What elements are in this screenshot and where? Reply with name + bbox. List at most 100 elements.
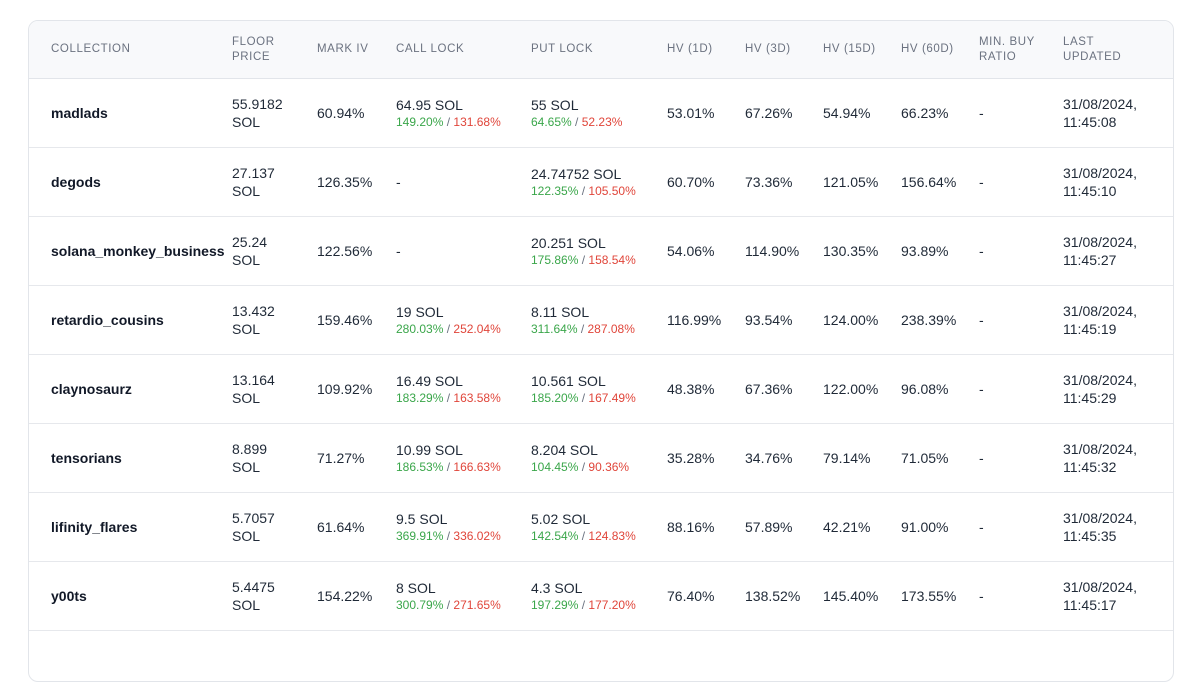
collection-name[interactable]: y00ts bbox=[51, 562, 241, 630]
mark-iv-value: 61.64% bbox=[317, 519, 365, 535]
header-floor-price[interactable]: FLOOR PRICE bbox=[232, 21, 302, 78]
header-put-lock[interactable]: PUT LOCK bbox=[531, 21, 656, 78]
put-lock-ratios: 185.20% / 167.49% bbox=[531, 391, 656, 406]
last-updated-line1: 31/08/2024, bbox=[1063, 234, 1137, 250]
table-row[interactable]: solana_monkey_business 25.24 SOL 122.56% - 20… bbox=[29, 217, 1173, 286]
last-updated-line2: 11:45:19 bbox=[1063, 321, 1117, 337]
mark-iv: 154.22% bbox=[317, 562, 387, 630]
hv-1d-value: 53.01% bbox=[667, 105, 715, 121]
hv-3d: 73.36% bbox=[745, 148, 815, 216]
mark-iv-value: 122.56% bbox=[317, 243, 373, 259]
collection-name[interactable]: tensorians bbox=[51, 424, 241, 492]
header-last-updated[interactable]: LAST UPDATED bbox=[1063, 21, 1163, 78]
collection-name-value: y00ts bbox=[51, 588, 87, 604]
min-buy-ratio: - bbox=[979, 562, 1049, 630]
call-lock-ratio-positive: 369.91% bbox=[396, 529, 444, 543]
table-row[interactable]: lifinity_flares 5.7057 SOL 61.64% 9.5 SOL 369… bbox=[29, 493, 1173, 562]
put-lock-amount: 5.02 SOL bbox=[531, 511, 591, 527]
floor-price-line2: SOL bbox=[232, 528, 261, 544]
last-updated-line1: 31/08/2024, bbox=[1063, 165, 1137, 181]
hv-60d: 91.00% bbox=[901, 493, 971, 561]
last-updated-line1: 31/08/2024, bbox=[1063, 579, 1137, 595]
mark-iv-value: 126.35% bbox=[317, 174, 373, 190]
floor-price: 27.137 SOL bbox=[232, 148, 302, 216]
min-buy-ratio-value: - bbox=[979, 450, 984, 466]
floor-price-line1: 5.7057 bbox=[232, 510, 275, 526]
call-lock-ratio-positive: 183.29% bbox=[396, 391, 444, 405]
put-lock-ratios: 104.45% / 90.36% bbox=[531, 460, 656, 475]
collection-name[interactable]: degods bbox=[51, 148, 241, 216]
header-call-lock[interactable]: CALL LOCK bbox=[396, 21, 521, 78]
put-lock: 55 SOL 64.65% / 52.23% bbox=[531, 79, 656, 147]
hv-60d-value: 71.05% bbox=[901, 450, 949, 466]
floor-price-line2: SOL bbox=[232, 459, 261, 475]
hv-3d-value: 67.36% bbox=[745, 381, 793, 397]
hv-15d-value: 124.00% bbox=[823, 312, 879, 328]
min-buy-ratio: - bbox=[979, 148, 1049, 216]
put-lock-amount: 24.74752 SOL bbox=[531, 166, 622, 182]
hv-15d: 124.00% bbox=[823, 286, 893, 354]
put-lock-amount: 20.251 SOL bbox=[531, 235, 606, 251]
header-min-buy-ratio[interactable]: MIN. BUY RATIO bbox=[979, 21, 1049, 78]
mark-iv-value: 109.92% bbox=[317, 381, 373, 397]
min-buy-ratio: - bbox=[979, 493, 1049, 561]
call-lock-ratio-positive: 280.03% bbox=[396, 322, 444, 336]
put-lock-ratio-negative: 90.36% bbox=[588, 460, 630, 474]
floor-price-line2: SOL bbox=[232, 597, 261, 613]
hv-1d-value: 116.99% bbox=[667, 312, 722, 328]
put-lock-ratios: 311.64% / 287.08% bbox=[531, 322, 656, 337]
hv-1d-value: 35.28% bbox=[667, 450, 715, 466]
hv-3d: 114.90% bbox=[745, 217, 815, 285]
floor-price-line1: 13.164 bbox=[232, 372, 275, 388]
put-lock-ratio-positive: 185.20% bbox=[531, 391, 579, 405]
table-row[interactable]: degods 27.137 SOL 126.35% - 24.74752 SOL 122.3… bbox=[29, 148, 1173, 217]
mark-iv: 71.27% bbox=[317, 424, 387, 492]
header-mark-iv[interactable]: MARK IV bbox=[317, 21, 387, 78]
call-lock: - bbox=[396, 148, 521, 216]
header-put-lock-label: PUT LOCK bbox=[531, 43, 594, 55]
header-collection[interactable]: COLLECTION bbox=[51, 21, 241, 78]
collection-name-value: degods bbox=[51, 174, 101, 190]
table-row[interactable]: tensorians 8.899 SOL 71.27% 10.99 SOL 186.53%… bbox=[29, 424, 1173, 493]
call-lock: 8 SOL 300.79% / 271.65% bbox=[396, 562, 521, 630]
hv-1d-value: 48.38% bbox=[667, 381, 715, 397]
call-lock-amount: 19 SOL bbox=[396, 304, 444, 320]
header-hv-15d[interactable]: HV (15D) bbox=[823, 21, 893, 78]
last-updated-line2: 11:45:08 bbox=[1063, 114, 1117, 130]
collection-name[interactable]: lifinity_flares bbox=[51, 493, 241, 561]
call-lock-ratios: 183.29% / 163.58% bbox=[396, 391, 521, 406]
last-updated: 31/08/2024, 11:45:10 bbox=[1063, 148, 1163, 216]
put-lock-ratio-negative: 52.23% bbox=[581, 115, 623, 129]
put-lock: 4.3 SOL 197.29% / 177.20% bbox=[531, 562, 656, 630]
last-updated-line2: 11:45:32 bbox=[1063, 459, 1117, 475]
put-lock: 8.11 SOL 311.64% / 287.08% bbox=[531, 286, 656, 354]
put-lock: 5.02 SOL 142.54% / 124.83% bbox=[531, 493, 656, 561]
header-hv-1d[interactable]: HV (1D) bbox=[667, 21, 737, 78]
call-lock-ratio-negative: 252.04% bbox=[453, 322, 501, 336]
min-buy-ratio-value: - bbox=[979, 312, 984, 328]
collection-name[interactable]: claynosaurz bbox=[51, 355, 241, 423]
table-row[interactable]: claynosaurz 13.164 SOL 109.92% 16.49 SOL 183.… bbox=[29, 355, 1173, 424]
hv-1d-value: 76.40% bbox=[667, 588, 715, 604]
collection-name[interactable]: solana_monkey_business bbox=[51, 217, 241, 285]
hv-15d: 79.14% bbox=[823, 424, 893, 492]
ratio-separator: / bbox=[578, 598, 589, 612]
collections-table: COLLECTION FLOOR PRICE MARK IV CALL LOCK… bbox=[28, 20, 1174, 682]
hv-1d-value: 88.16% bbox=[667, 519, 715, 535]
hv-15d-value: 145.40% bbox=[823, 588, 879, 604]
collection-name[interactable]: madlads bbox=[51, 79, 241, 147]
table-row[interactable] bbox=[29, 631, 1173, 681]
table-row[interactable]: y00ts 5.4475 SOL 154.22% 8 SOL 300.79% / 271.… bbox=[29, 562, 1173, 631]
header-hv-60d[interactable]: HV (60D) bbox=[901, 21, 971, 78]
table-row[interactable]: retardio_cousins 13.432 SOL 159.46% 19 SOL 28… bbox=[29, 286, 1173, 355]
collection-name[interactable]: retardio_cousins bbox=[51, 286, 241, 354]
header-hv-3d[interactable]: HV (3D) bbox=[745, 21, 815, 78]
last-updated: 31/08/2024, 11:45:35 bbox=[1063, 493, 1163, 561]
last-updated-line1: 31/08/2024, bbox=[1063, 441, 1137, 457]
table-row[interactable]: madlads 55.9182 SOL 60.94% 64.95 SOL 149.20% … bbox=[29, 79, 1173, 148]
last-updated: 31/08/2024, 11:45:17 bbox=[1063, 562, 1163, 630]
mark-iv-value: 159.46% bbox=[317, 312, 373, 328]
hv-3d-value: 114.90% bbox=[745, 243, 800, 259]
hv-3d: 67.36% bbox=[745, 355, 815, 423]
hv-1d-value: 54.06% bbox=[667, 243, 715, 259]
